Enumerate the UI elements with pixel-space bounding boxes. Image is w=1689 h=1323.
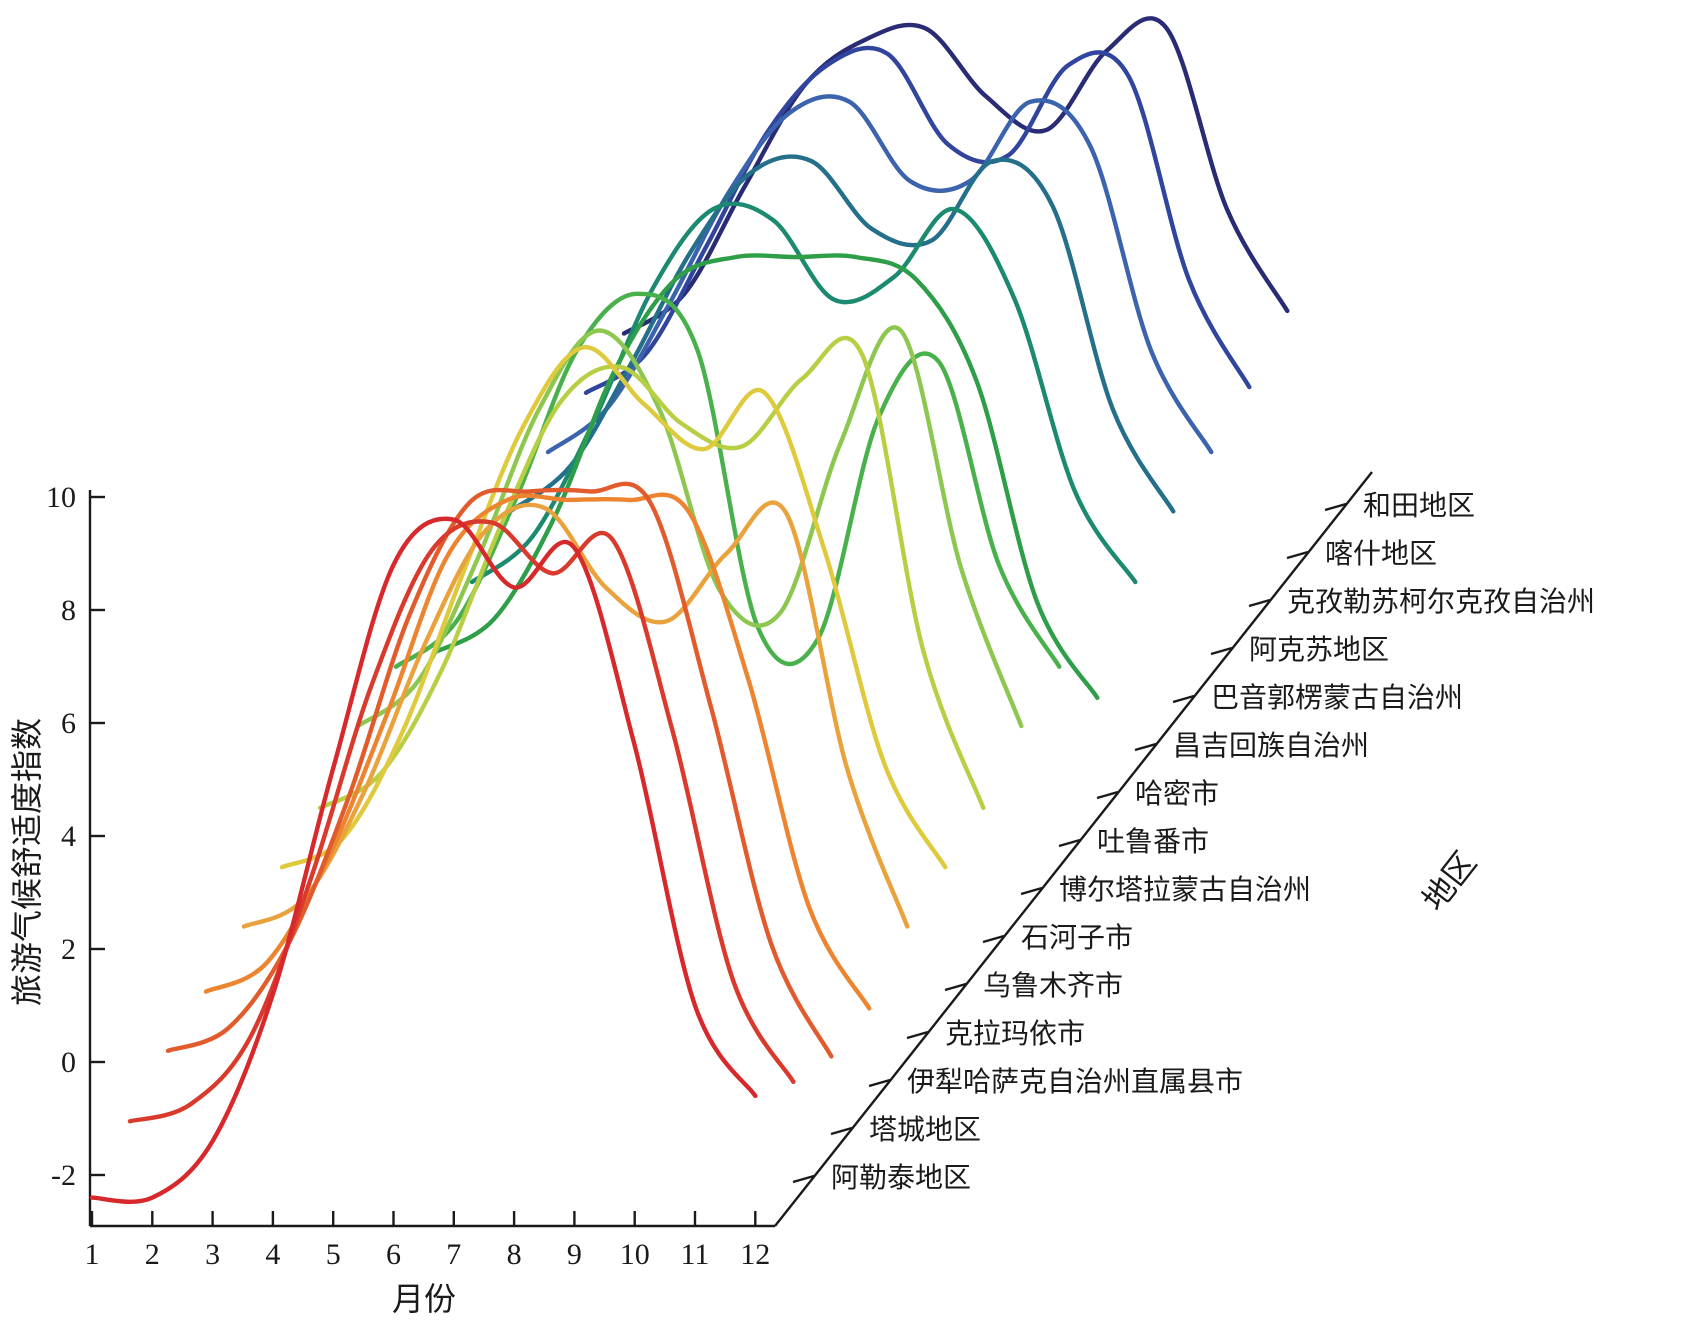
y-tick-label: 10 bbox=[46, 481, 76, 514]
region-label-阿勒泰地区: 阿勒泰地区 bbox=[831, 1162, 971, 1194]
region-label-喀什地区: 喀什地区 bbox=[1325, 538, 1437, 570]
series-curve-阿勒泰地区 bbox=[89, 516, 758, 1204]
region-label-克拉玛依市: 克拉玛依市 bbox=[945, 1018, 1085, 1050]
x-tick-label: 4 bbox=[265, 1238, 280, 1271]
z-tick bbox=[1134, 742, 1157, 752]
region-label-吐鲁番市: 吐鲁番市 bbox=[1097, 826, 1209, 858]
region-label-阿克苏地区: 阿克苏地区 bbox=[1249, 634, 1389, 666]
z-tick bbox=[1020, 886, 1043, 896]
z-tick bbox=[1172, 694, 1195, 704]
z-axis-line bbox=[774, 471, 1373, 1227]
series-curve-和田地区 bbox=[621, 16, 1290, 336]
x-tick-label: 3 bbox=[205, 1238, 220, 1271]
y-tick-label: 4 bbox=[61, 820, 76, 853]
z-tick bbox=[792, 1174, 815, 1184]
series-curve-阿克苏地区 bbox=[507, 154, 1176, 514]
y-tick-label: 0 bbox=[61, 1046, 76, 1079]
z-ticks-group: 阿勒泰地区 塔城地区 伊犁哈萨克自治州直属县市 克拉玛依市 乌鲁木齐市 石河子市 博尔塔拉蒙… bbox=[792, 490, 1595, 1194]
z-tick bbox=[868, 1078, 891, 1088]
y-tick-label: 2 bbox=[61, 933, 76, 966]
x-tick-label: 11 bbox=[681, 1238, 710, 1271]
x-tick-label: 9 bbox=[567, 1238, 582, 1271]
z-tick bbox=[1248, 598, 1271, 608]
y-tick-label: -2 bbox=[51, 1159, 76, 1192]
region-label-昌吉回族自治州: 昌吉回族自治州 bbox=[1173, 730, 1369, 762]
x-tick-label: 1 bbox=[85, 1238, 100, 1271]
series-curve-巴音郭楞蒙古自治州 bbox=[469, 201, 1138, 585]
x-ticks-group: 1 2 3 4 5 6 7 8 9 10 11 12 bbox=[85, 1211, 770, 1271]
series-curve-博尔塔拉蒙古自治州 bbox=[317, 336, 986, 811]
y-tick-label: 8 bbox=[61, 594, 76, 627]
x-tick-label: 6 bbox=[386, 1238, 401, 1271]
series-group bbox=[89, 16, 1290, 1204]
x-tick-label: 10 bbox=[620, 1238, 650, 1271]
x-axis-title: 月份 bbox=[392, 1281, 456, 1317]
y-axis-title: 旅游气候舒适度指数 bbox=[9, 718, 45, 1006]
z-tick bbox=[830, 1126, 853, 1136]
region-label-和田地区: 和田地区 bbox=[1363, 490, 1475, 522]
z-tick bbox=[1210, 646, 1233, 656]
z-axis-title: 地区 bbox=[1415, 845, 1483, 918]
region-label-博尔塔拉蒙古自治州: 博尔塔拉蒙古自治州 bbox=[1059, 874, 1311, 906]
series-curve-克孜勒苏柯尔克孜自治州 bbox=[545, 94, 1214, 455]
z-tick bbox=[944, 982, 967, 992]
x-tick-label: 7 bbox=[446, 1238, 461, 1271]
x-tick-label: 12 bbox=[740, 1238, 770, 1271]
region-label-巴音郭楞蒙古自治州: 巴音郭楞蒙古自治州 bbox=[1211, 682, 1463, 714]
region-label-伊犁哈萨克自治州直属县市: 伊犁哈萨克自治州直属县市 bbox=[907, 1066, 1243, 1098]
region-label-石河子市: 石河子市 bbox=[1021, 922, 1133, 954]
series-curve-塔城地区 bbox=[127, 519, 796, 1124]
x-tick-label: 8 bbox=[507, 1238, 522, 1271]
series-curve-昌吉回族自治州 bbox=[431, 253, 1100, 700]
z-tick bbox=[1096, 790, 1119, 800]
region-label-哈密市: 哈密市 bbox=[1135, 778, 1219, 810]
z-tick bbox=[1286, 550, 1309, 560]
series-curve-石河子市 bbox=[279, 345, 948, 870]
region-label-塔城地区: 塔城地区 bbox=[869, 1114, 981, 1146]
z-tick bbox=[906, 1030, 929, 1040]
z-tick bbox=[982, 934, 1005, 944]
region-label-克孜勒苏柯尔克孜自治州: 克孜勒苏柯尔克孜自治州 bbox=[1287, 586, 1595, 618]
series-curve-乌鲁木齐市 bbox=[241, 500, 910, 929]
x-tick-label: 2 bbox=[145, 1238, 160, 1271]
series-curve-喀什地区 bbox=[583, 45, 1252, 395]
region-label-乌鲁木齐市: 乌鲁木齐市 bbox=[983, 970, 1123, 1002]
y-ticks-group: -2 0 2 4 6 8 10 bbox=[46, 481, 105, 1192]
z-tick bbox=[1058, 838, 1081, 848]
z-tick bbox=[1324, 502, 1347, 512]
x-tick-label: 5 bbox=[326, 1238, 341, 1271]
y-tick-label: 6 bbox=[61, 707, 76, 740]
